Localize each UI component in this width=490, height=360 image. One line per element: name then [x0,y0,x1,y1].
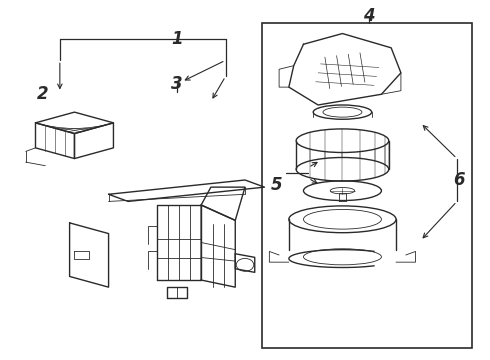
Bar [262,23,471,348]
Text: 1: 1 [171,30,183,48]
Text: 5: 5 [271,176,282,194]
Text: 3: 3 [171,75,183,93]
Text: 2: 2 [37,85,49,103]
Text: 4: 4 [364,7,375,25]
Text: 6: 6 [454,171,465,189]
